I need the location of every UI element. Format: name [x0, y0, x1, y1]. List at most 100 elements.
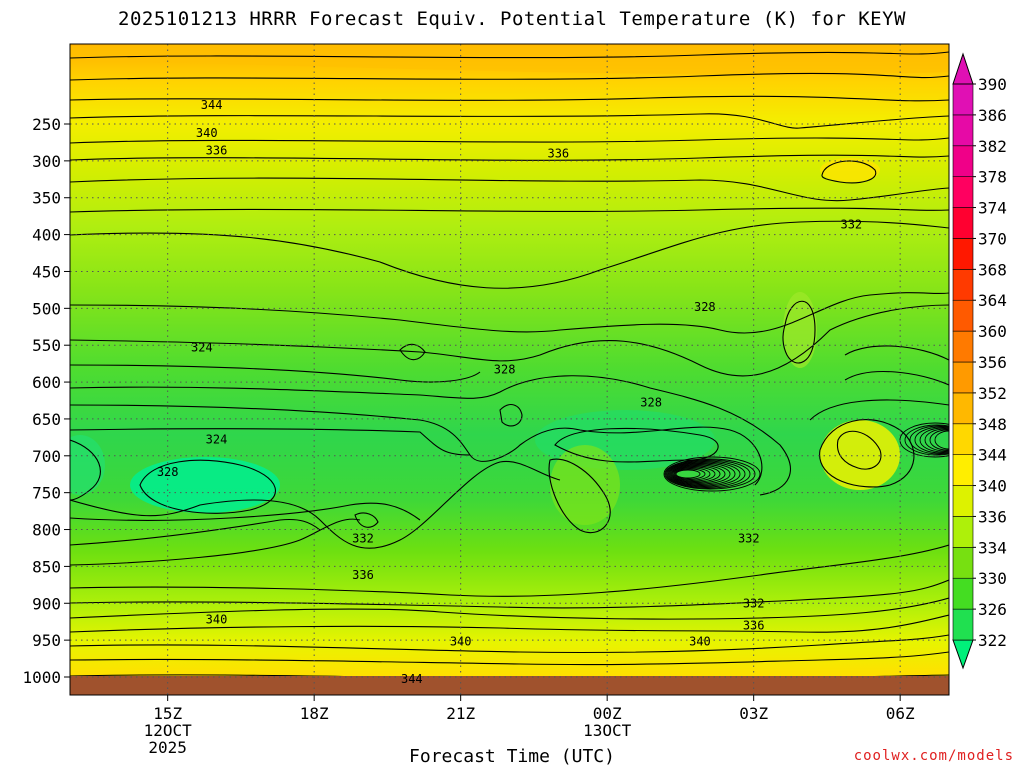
min-region-left [130, 457, 280, 513]
colorbar-label: 374 [978, 199, 1007, 218]
y-tick-label: 500 [32, 299, 61, 318]
contour-label: 332 [840, 217, 862, 231]
colorbar-label: 352 [978, 384, 1007, 403]
min-region-edge [70, 435, 105, 495]
y-tick-label: 650 [32, 410, 61, 429]
contour-label: 332 [743, 596, 765, 610]
y-tick-label: 850 [32, 557, 61, 576]
contour-label: 344 [401, 672, 423, 686]
y-tick-label: 950 [32, 631, 61, 650]
contour-label: 328 [694, 300, 716, 314]
colorbar-segment [952, 392, 974, 425]
colorbar-segment [952, 299, 974, 332]
x-tick-label: 21Z [446, 704, 475, 723]
x-tick-label: 15Z [153, 704, 182, 723]
colorbar-label: 382 [978, 137, 1007, 156]
colorbar-segment [952, 269, 974, 301]
colorbar-segment [952, 516, 974, 548]
y-tick-label: 900 [32, 594, 61, 613]
colorbar-segment [952, 454, 974, 486]
contour-label: 324 [206, 433, 228, 447]
colorbar: 322 326 330 334 336 340 344 348 352 356 360 364 368 3… [952, 52, 1007, 670]
dense-contours-center [663, 456, 761, 492]
plot-frame [69, 43, 950, 696]
colorbar-segment [952, 207, 974, 239]
colorbar-label: 340 [978, 477, 1007, 496]
colorbar-segment [952, 485, 974, 517]
y-tick-label: 1000 [22, 668, 61, 687]
max-region-right [820, 420, 900, 490]
field-layer [70, 44, 949, 695]
contour-label: 328 [157, 465, 179, 479]
contour-label: 328 [494, 363, 516, 377]
chart-title: 2025101213 HRRR Forecast Equiv. Potentia… [118, 8, 906, 30]
y-tick-label: 700 [32, 447, 61, 466]
colorbar-segment [952, 114, 974, 147]
x-tick-label: 12OCT [144, 721, 193, 740]
contour-label: 332 [352, 531, 374, 545]
x-axis-label: Forecast Time (UTC) [409, 746, 615, 767]
y-tick-label: 450 [32, 262, 61, 281]
contour-label: 344 [201, 98, 223, 112]
colorbar-label: 360 [978, 322, 1007, 341]
warm-tongue [550, 445, 620, 525]
contour-label: 340 [450, 635, 472, 649]
colorbar-segment [952, 577, 974, 610]
x-tick-label: 2025 [148, 738, 187, 757]
y-tick-label: 750 [32, 484, 61, 503]
colorbar-label: 326 [978, 600, 1007, 619]
colorbar-segment [952, 238, 974, 270]
y-axis-ticks: 250 300 350 400 450 500 550 600 650 700 750 800 850 9… [22, 115, 70, 687]
colorbar-label: 378 [978, 168, 1007, 187]
y-tick-label: 550 [32, 336, 61, 355]
contour-label: 340 [196, 126, 218, 140]
y-tick-label: 600 [32, 373, 61, 392]
contour-label: 324 [191, 340, 213, 354]
colorbar-segment [952, 423, 974, 455]
colorbar-top-arrow [952, 52, 974, 85]
colorbar-segment [952, 547, 974, 579]
colorbar-label: 334 [978, 538, 1007, 557]
colorbar-bottom-arrow [952, 639, 974, 670]
x-tick-label: 00Z [593, 704, 622, 723]
grid-lines [70, 44, 949, 695]
contour-label: 340 [206, 612, 228, 626]
x-tick-label: 18Z [300, 704, 329, 723]
colorbar-segment [952, 83, 974, 116]
contour-label: 336 [206, 144, 228, 158]
y-tick-label: 800 [32, 521, 61, 540]
contour-labels: 344 340 336 336 332 328 324 328 328 324 328 332 332 3… [157, 98, 862, 686]
colorbar-label: 330 [978, 569, 1007, 588]
y-tick-label: 350 [32, 189, 61, 208]
x-tick-label: 13OCT [583, 721, 632, 740]
colorbar-segment [952, 330, 974, 363]
x-tick-label: 06Z [886, 704, 915, 723]
colorbar-label: 344 [978, 446, 1007, 465]
y-tick-label: 400 [32, 226, 61, 245]
contour-label: 336 [352, 568, 374, 582]
colorbar-label: 322 [978, 631, 1007, 650]
colorbar-segment [952, 145, 974, 177]
colorbar-segment [952, 176, 974, 208]
colorbar-label: 390 [978, 75, 1007, 94]
top-band [70, 44, 949, 75]
colorbar-label: 356 [978, 353, 1007, 372]
colorbar-label: 370 [978, 229, 1007, 248]
contour-label: 328 [640, 396, 662, 410]
colorbar-segment [952, 608, 974, 641]
warm-cap [820, 158, 880, 182]
y-tick-label: 250 [32, 115, 61, 134]
contour-label: 336 [743, 618, 765, 632]
credit-link[interactable]: coolwx.com/models [853, 748, 1014, 764]
colorbar-label: 368 [978, 260, 1007, 279]
contour-label: 332 [738, 531, 760, 545]
x-tick-label: 03Z [739, 704, 768, 723]
contour-label: 340 [689, 635, 711, 649]
colorbar-label: 336 [978, 507, 1007, 526]
colorbar-label: 364 [978, 291, 1007, 310]
colorbar-segment [952, 361, 974, 394]
y-tick-label: 300 [32, 152, 61, 171]
contour-label: 336 [547, 146, 569, 160]
